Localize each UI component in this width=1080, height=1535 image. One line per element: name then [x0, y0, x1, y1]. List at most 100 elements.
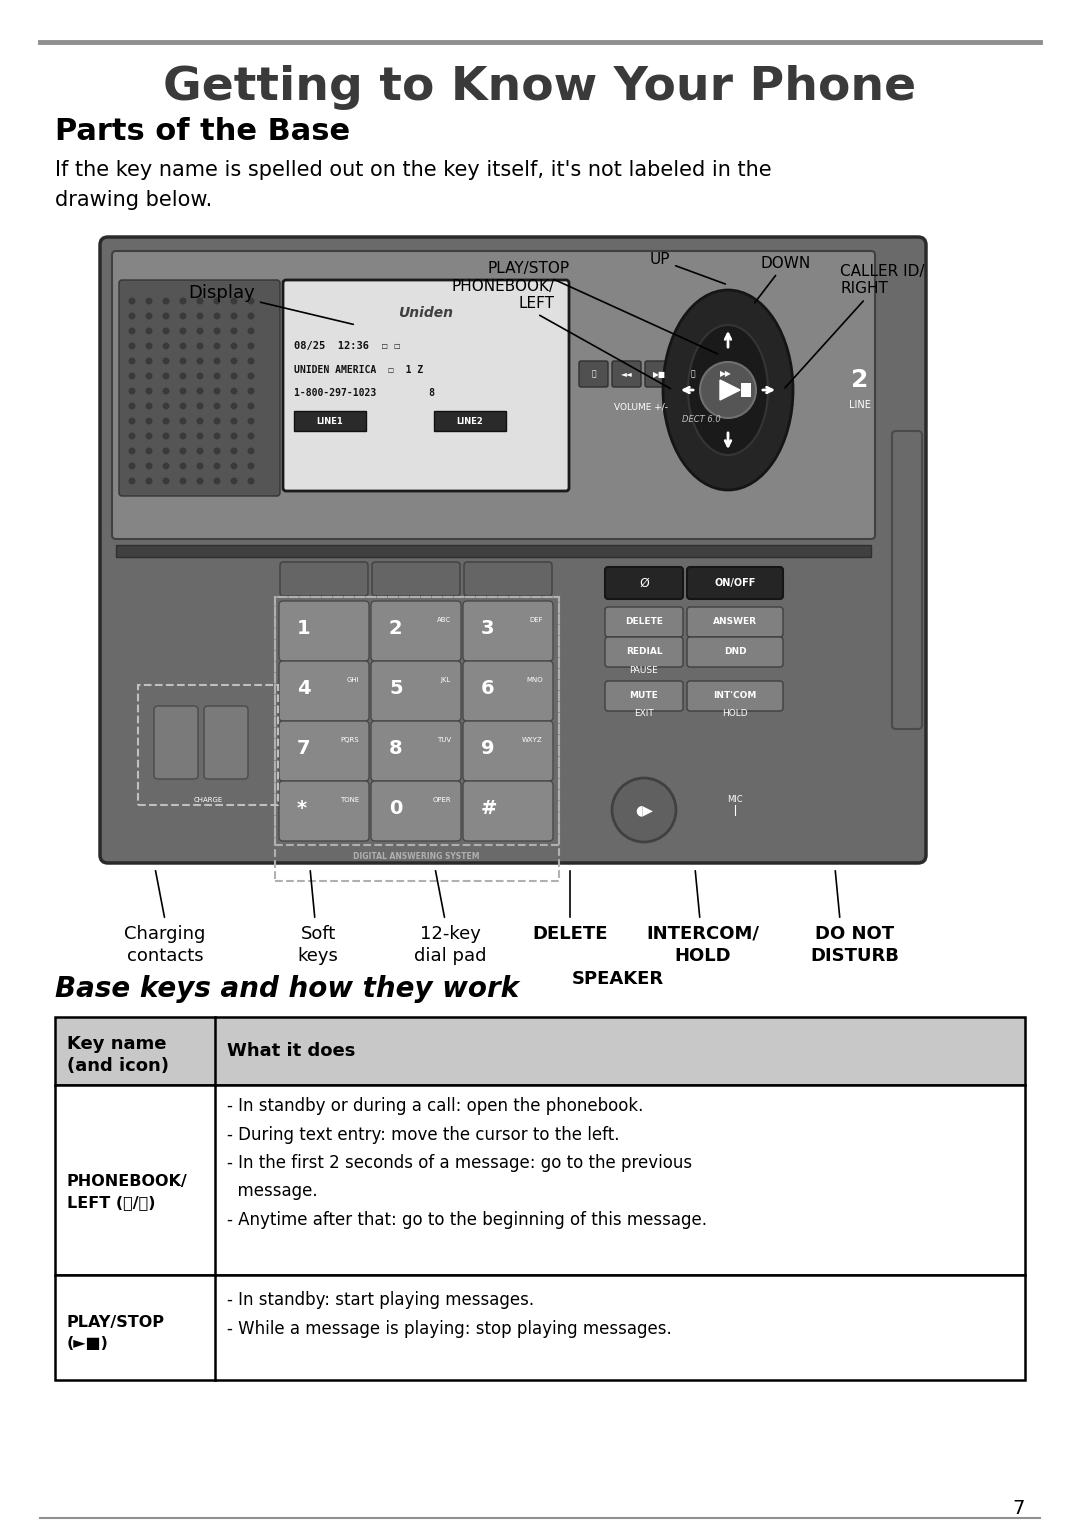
Circle shape [214, 313, 220, 319]
Text: 6: 6 [481, 678, 495, 698]
Circle shape [162, 342, 170, 350]
Text: ▶■: ▶■ [653, 370, 666, 379]
Ellipse shape [663, 290, 793, 490]
Text: 2: 2 [389, 619, 403, 639]
Circle shape [247, 418, 255, 425]
Text: Getting to Know Your Phone: Getting to Know Your Phone [163, 66, 917, 111]
Ellipse shape [688, 325, 768, 454]
Circle shape [197, 298, 203, 304]
Text: JKL: JKL [441, 677, 451, 683]
Circle shape [214, 462, 220, 470]
Circle shape [197, 342, 203, 350]
Circle shape [247, 373, 255, 379]
Circle shape [146, 313, 152, 319]
Text: 3: 3 [481, 619, 495, 639]
Circle shape [214, 402, 220, 410]
Circle shape [146, 448, 152, 454]
Text: VOLUME +/-: VOLUME +/- [615, 404, 669, 411]
Circle shape [230, 373, 238, 379]
Circle shape [179, 433, 187, 439]
Text: - In standby: start playing messages.
- While a message is playing: stop playing: - In standby: start playing messages. - … [227, 1291, 672, 1337]
FancyBboxPatch shape [119, 279, 280, 496]
Text: ⏮: ⏮ [591, 370, 596, 379]
Circle shape [129, 433, 135, 439]
FancyBboxPatch shape [372, 781, 461, 841]
Text: MUTE: MUTE [630, 691, 659, 700]
Text: EXIT: EXIT [634, 709, 653, 718]
Text: DND: DND [724, 648, 746, 657]
Circle shape [146, 327, 152, 335]
Text: 1: 1 [297, 619, 311, 639]
Text: OPER: OPER [432, 797, 451, 803]
FancyBboxPatch shape [372, 602, 461, 662]
Circle shape [162, 477, 170, 485]
Circle shape [162, 327, 170, 335]
Text: PLAY/STOP
(►■): PLAY/STOP (►■) [67, 1314, 165, 1351]
Bar [275, 597, 559, 844]
Circle shape [214, 477, 220, 485]
FancyBboxPatch shape [687, 637, 783, 668]
Text: 1-800-297-1023         8: 1-800-297-1023 8 [294, 388, 435, 398]
Text: ABC: ABC [437, 617, 451, 623]
Text: DELETE: DELETE [532, 926, 608, 942]
FancyBboxPatch shape [279, 721, 369, 781]
Circle shape [214, 387, 220, 394]
Circle shape [230, 477, 238, 485]
FancyBboxPatch shape [204, 706, 248, 778]
Circle shape [197, 313, 203, 319]
Circle shape [179, 477, 187, 485]
Circle shape [129, 402, 135, 410]
Text: - In standby or during a call: open the phonebook.
- During text entry: move the: - In standby or during a call: open the … [227, 1098, 707, 1230]
Circle shape [230, 358, 238, 364]
Circle shape [214, 327, 220, 335]
Text: TONE: TONE [340, 797, 359, 803]
Text: Soft
keys: Soft keys [298, 926, 338, 966]
FancyBboxPatch shape [645, 361, 674, 387]
Circle shape [214, 342, 220, 350]
FancyBboxPatch shape [100, 236, 926, 863]
FancyBboxPatch shape [372, 662, 461, 721]
Circle shape [179, 418, 187, 425]
Circle shape [197, 418, 203, 425]
FancyBboxPatch shape [112, 252, 875, 539]
Circle shape [214, 358, 220, 364]
Circle shape [214, 448, 220, 454]
Circle shape [129, 462, 135, 470]
Circle shape [129, 373, 135, 379]
Text: REDIAL: REDIAL [625, 648, 662, 657]
Text: HOLD: HOLD [723, 709, 747, 718]
Circle shape [247, 462, 255, 470]
Text: INT'COM: INT'COM [713, 691, 757, 700]
Circle shape [197, 477, 203, 485]
Text: PQRS: PQRS [340, 737, 359, 743]
Bar [294, 411, 366, 431]
Circle shape [179, 373, 187, 379]
Circle shape [162, 448, 170, 454]
Circle shape [162, 358, 170, 364]
Circle shape [162, 462, 170, 470]
Circle shape [247, 298, 255, 304]
Text: MIC: MIC [727, 795, 743, 804]
Text: Charging
contacts: Charging contacts [124, 926, 205, 966]
FancyBboxPatch shape [711, 361, 740, 387]
Circle shape [214, 433, 220, 439]
Circle shape [146, 373, 152, 379]
Circle shape [230, 402, 238, 410]
Bar [55, 1085, 1025, 1276]
Circle shape [129, 313, 135, 319]
Polygon shape [720, 381, 740, 401]
Text: ANSWER: ANSWER [713, 617, 757, 626]
Text: TUV: TUV [437, 737, 451, 743]
Text: CALLER ID/
RIGHT: CALLER ID/ RIGHT [785, 264, 924, 388]
Circle shape [230, 387, 238, 394]
Circle shape [129, 358, 135, 364]
Circle shape [162, 418, 170, 425]
Text: MNO: MNO [526, 677, 543, 683]
FancyBboxPatch shape [279, 662, 369, 721]
Bar [55, 1276, 1025, 1380]
Circle shape [162, 387, 170, 394]
Circle shape [162, 433, 170, 439]
Circle shape [247, 387, 255, 394]
Text: LINE: LINE [849, 401, 870, 410]
Text: Parts of the Base: Parts of the Base [55, 118, 350, 146]
